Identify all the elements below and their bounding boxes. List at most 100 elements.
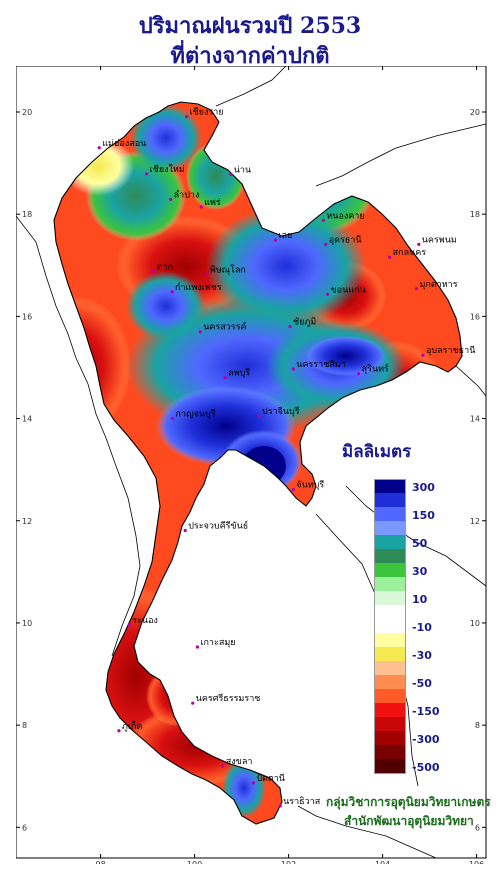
legend-swatch	[374, 745, 406, 759]
lat-tick-label: 18	[470, 210, 480, 219]
province-label: กาญจนบุรี	[176, 409, 216, 420]
legend-swatch	[374, 619, 406, 633]
legend-swatch	[374, 689, 406, 703]
lat-tick-label: 8	[475, 721, 480, 730]
legend-swatch	[374, 717, 406, 731]
station-dot	[417, 242, 421, 246]
lat-tick-label: 14	[22, 415, 32, 424]
lat-tick-label: 6	[22, 823, 27, 832]
legend-label: -300	[412, 733, 440, 746]
province-label: อุบลราชธานี	[426, 345, 475, 356]
legend-swatch	[374, 521, 406, 535]
station-dot	[117, 729, 121, 733]
province-label: มุกดาหาร	[419, 280, 457, 290]
legend-swatch	[374, 675, 406, 689]
legend-label: -10	[412, 621, 432, 634]
station-dot	[324, 242, 328, 246]
station-dot	[388, 255, 392, 259]
lon-tick-label: 104	[375, 860, 390, 864]
legend-swatch	[374, 479, 406, 494]
lat-tick-label: 14	[470, 415, 480, 424]
lon-tick-label: 102	[281, 860, 296, 864]
station-dot	[273, 238, 278, 242]
lat-tick-label: 20	[470, 108, 480, 117]
legend-swatch	[374, 731, 406, 745]
legend-swatch	[374, 633, 406, 647]
station-dot	[229, 172, 233, 176]
province-label: ตาก	[157, 262, 173, 272]
station-dot	[357, 372, 361, 376]
legend-swatch	[374, 647, 406, 661]
province-label: สกลนคร	[393, 248, 427, 258]
province-label: ปัตตานี	[256, 773, 285, 784]
legend-swatch	[374, 535, 406, 549]
station-dot	[97, 146, 101, 150]
province-label: แม่ฮ่องสอน	[102, 139, 146, 149]
province-label: นครสวรรค์	[203, 321, 246, 333]
lon-tick-label: 98	[96, 860, 106, 864]
station-dot	[221, 764, 225, 768]
province-label: ประจวบคีรีขันธ์	[188, 519, 248, 531]
map-title-line1: ปริมาณฝนรวมปี 2553	[138, 13, 362, 39]
province-label: พิษณุโลก	[210, 264, 246, 275]
province-label: นครราชสีมา	[296, 359, 345, 370]
province-label: หนองคาย	[326, 211, 364, 221]
province-label: ขอนแก่น	[331, 285, 366, 295]
station-dot	[195, 645, 200, 649]
province-label: จันทบุรี	[296, 480, 324, 491]
station-dot	[191, 701, 195, 705]
province-label: ภูเก็ต	[122, 719, 142, 732]
station-dot	[170, 416, 175, 421]
province-label: อุดรธานี	[329, 234, 362, 245]
province-label: นครพนม	[422, 235, 457, 245]
lat-tick-label: 12	[22, 517, 32, 526]
province-label: กำแพงเพชร	[175, 282, 222, 293]
province-label: เชียงราย	[190, 107, 224, 118]
station-dot	[414, 287, 419, 291]
legend-label: 300	[412, 481, 435, 494]
station-dot	[127, 623, 131, 627]
legend-label: 150	[412, 509, 435, 522]
station-dot	[145, 172, 149, 176]
legend-label: -30	[412, 649, 432, 662]
station-dot	[185, 114, 189, 119]
province-label: น่าน	[234, 165, 251, 175]
legend-label: -50	[412, 677, 432, 690]
rainfall-anomaly-map: 9898100100102102104104106106202018181616…	[16, 66, 487, 864]
legend-swatch	[374, 591, 406, 605]
lat-tick-label: 8	[22, 721, 27, 730]
legend-label: 50	[412, 537, 428, 550]
province-label: เชียงใหม่	[150, 164, 185, 175]
legend-title: มิลลิเมตร	[342, 442, 412, 462]
station-dot	[326, 292, 330, 297]
province-label: เลย	[278, 231, 292, 241]
province-label: ลพบุรี	[228, 368, 250, 379]
lat-tick-label: 10	[470, 619, 480, 628]
legend-swatch	[374, 563, 406, 577]
legend-swatch	[374, 577, 406, 591]
legend-swatch	[374, 493, 406, 507]
station-dot	[205, 272, 209, 277]
legend-swatch	[374, 605, 406, 619]
lat-tick-label: 16	[470, 312, 480, 321]
province-label: ชัยภูมิ	[293, 317, 316, 328]
legend-label: 10	[412, 593, 428, 606]
legend-swatch	[374, 549, 406, 563]
station-dot	[278, 804, 282, 808]
legend-label: -150	[412, 705, 440, 718]
station-dot	[251, 781, 255, 785]
province-label: สงขลา	[226, 757, 253, 767]
province-label: นราธิวาส	[283, 796, 321, 807]
lon-tick-label: 100	[187, 860, 202, 864]
station-dot	[152, 269, 156, 274]
station-dot	[291, 367, 295, 371]
legend-label: -500	[412, 761, 440, 774]
lat-tick-label: 12	[470, 517, 480, 526]
lat-tick-label: 20	[22, 108, 32, 117]
credit-line2: สำนักพัฒนาอุตุนิยมวิทยา	[344, 814, 474, 828]
station-dot	[291, 487, 295, 492]
legend-swatch	[374, 507, 406, 521]
station-dot	[223, 376, 227, 380]
station-dot	[199, 205, 203, 209]
